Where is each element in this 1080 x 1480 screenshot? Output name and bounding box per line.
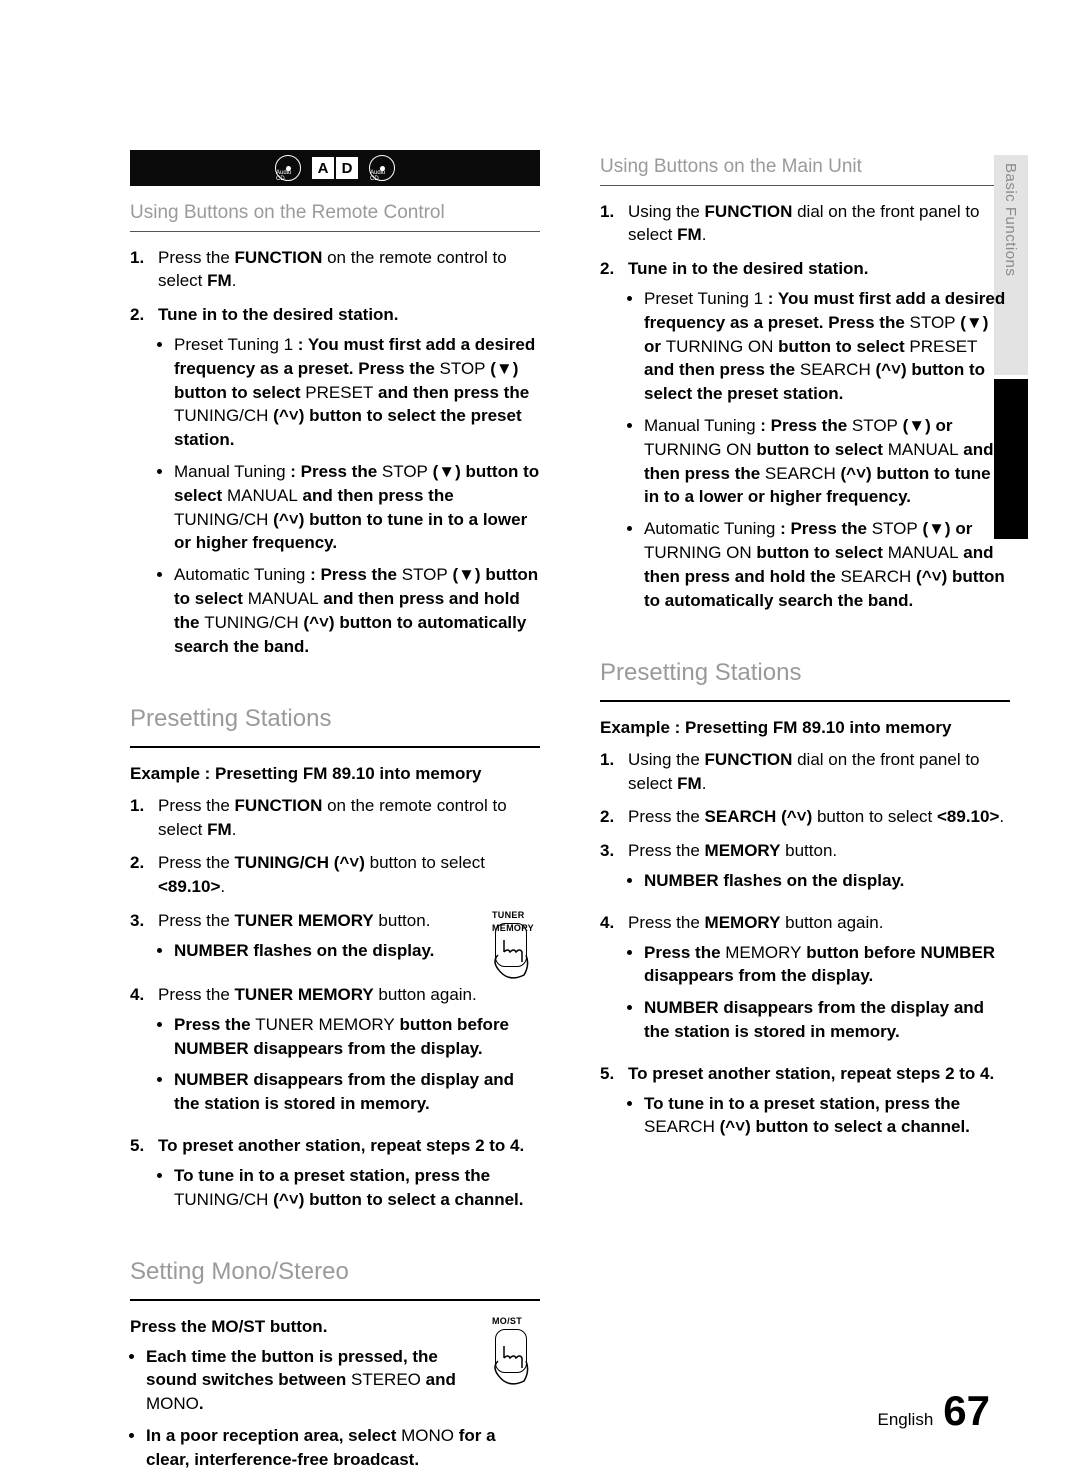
hand-press-icon [484, 1341, 540, 1391]
footer-language: English [878, 1410, 934, 1430]
bullet: To tune in to a preset station, press th… [644, 1092, 1010, 1140]
step: To preset another station, repeat steps … [600, 1062, 1010, 1157]
rule [600, 700, 1010, 702]
rule [130, 1299, 540, 1301]
mono-intro: Press the MO/ST button. [130, 1315, 540, 1339]
left-column: Audio CD A D Audio CD Using Buttons on t… [130, 150, 540, 1480]
letter-a: A [312, 157, 334, 179]
bullet: Preset Tuning 1 : You must first add a d… [644, 287, 1010, 406]
bullet: Preset Tuning 1 : You must first add a d… [174, 333, 540, 452]
rule [130, 231, 540, 232]
figure-caption: MO/ST [492, 1315, 522, 1328]
step: Tune in to the desired station. Preset T… [130, 303, 540, 676]
preset-steps: Press the FUNCTION on the remote control… [130, 794, 540, 1230]
step: Press the MEMORY button. NUMBER flashes … [600, 839, 1010, 911]
step: TUNER MEMORY Press the TUNER MEMORY butt… [130, 909, 540, 981]
step: Using the FUNCTION dial on the front pan… [600, 748, 1010, 806]
bullet: To tune in to a preset station, press th… [174, 1164, 540, 1212]
bullet: In a poor reception area, select MONO fo… [146, 1424, 540, 1472]
remote-button-figure: TUNER MEMORY [482, 909, 540, 979]
letter-boxes: A D [311, 157, 359, 179]
bullet: Press the TUNER MEMORY button before NUM… [174, 1013, 540, 1061]
bullet: Press the MEMORY button before NUMBER di… [644, 941, 1010, 989]
step: Using the FUNCTION dial on the front pan… [600, 200, 1010, 258]
step: Press the FUNCTION on the remote control… [130, 246, 540, 304]
step: Press the FUNCTION on the remote control… [130, 794, 540, 852]
heading-presetting: Presetting Stations [130, 702, 540, 736]
bullet: NUMBER flashes on the display. [644, 869, 1010, 893]
heading-presetting-2: Presetting Stations [600, 656, 1010, 690]
step: To preset another station, repeat steps … [130, 1134, 540, 1229]
step: Press the MEMORY button again. Press the… [600, 911, 1010, 1062]
preset-steps-2: Using the FUNCTION dial on the front pan… [600, 748, 1010, 1157]
footer-page-number: 67 [943, 1387, 990, 1435]
step: Press the SEARCH (^˅) button to select <… [600, 805, 1010, 839]
remote-steps: Press the FUNCTION on the remote control… [130, 246, 540, 677]
step: Press the TUNER MEMORY button again. Pre… [130, 983, 540, 1134]
heading-mono: Setting Mono/Stereo [130, 1255, 540, 1289]
page-footer: English 67 [878, 1387, 990, 1435]
rule [600, 185, 1010, 186]
bullet: Automatic Tuning : Press the STOP (▼) or… [644, 517, 1010, 612]
media-label-bar: Audio CD A D Audio CD [130, 150, 540, 186]
rule [130, 746, 540, 748]
bullet: NUMBER disappears from the display and t… [644, 996, 1010, 1044]
bullet: Each time the button is pressed, the sou… [146, 1345, 540, 1416]
step: Press the TUNING/CH (^˅) button to selec… [130, 851, 540, 909]
sub-heading-remote: Using Buttons on the Remote Control [130, 200, 540, 227]
right-column: Using Buttons on the Main Unit Using the… [600, 150, 1010, 1480]
main-unit-steps: Using the FUNCTION dial on the front pan… [600, 200, 1010, 631]
hand-press-icon [484, 935, 540, 985]
sub-heading-main: Using Buttons on the Main Unit [600, 154, 1010, 181]
remote-button-figure: MO/ST [482, 1315, 540, 1385]
bullet: NUMBER disappears from the display and t… [174, 1068, 540, 1116]
bullet: Automatic Tuning : Press the STOP (▼) bu… [174, 563, 540, 658]
example-line-2: Example : Presetting FM 89.10 into memor… [600, 716, 1010, 740]
disc-icon: Audio CD [275, 155, 301, 181]
letter-d: D [336, 157, 358, 179]
bullet: Manual Tuning : Press the STOP (▼) butto… [174, 460, 540, 555]
disc-icon: Audio CD [369, 155, 395, 181]
example-line: Example : Presetting FM 89.10 into memor… [130, 762, 540, 786]
step: Tune in to the desired station. Preset T… [600, 257, 1010, 630]
bullet: Manual Tuning : Press the STOP (▼) or TU… [644, 414, 1010, 509]
